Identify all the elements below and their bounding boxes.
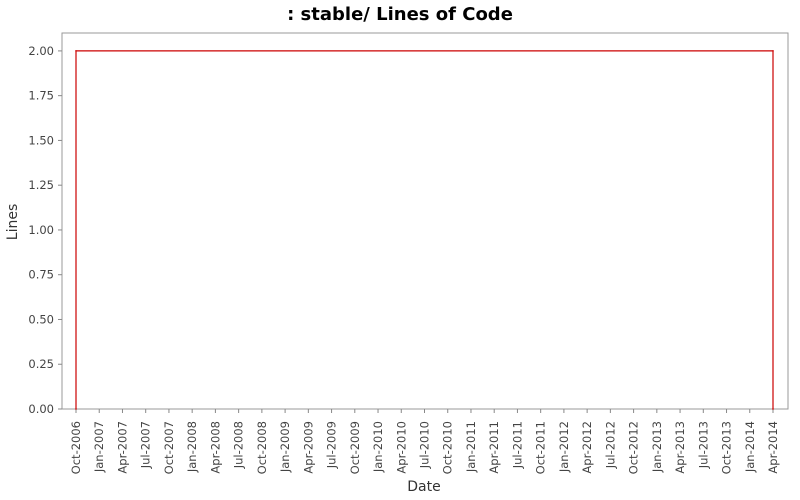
data-point xyxy=(75,50,77,52)
x-tick-label: Oct-2009 xyxy=(348,421,362,474)
y-tick-label: 1.75 xyxy=(28,89,54,103)
x-tick-label: Jan-2014 xyxy=(743,421,757,473)
x-tick-label: Apr-2013 xyxy=(673,421,687,474)
x-tick-label: Jan-2009 xyxy=(278,421,292,473)
x-axis: Oct-2006 Jan-2007 Apr-2007 Jul-2007 Oct-2007… xyxy=(69,409,780,474)
x-tick-label: Oct-2011 xyxy=(534,421,548,474)
chart-title: : stable/ Lines of Code xyxy=(287,4,513,25)
y-tick-label: 2.00 xyxy=(28,44,54,58)
x-tick-label: Jul-2013 xyxy=(696,421,710,469)
x-tick-label: Jul-2011 xyxy=(510,421,524,469)
x-tick-label: Apr-2012 xyxy=(580,421,594,474)
series-line xyxy=(75,50,774,409)
data-point xyxy=(75,408,77,410)
y-tick-label: 0.75 xyxy=(28,268,54,282)
x-tick-label: Oct-2013 xyxy=(720,421,734,474)
y-tick-label: 1.00 xyxy=(28,223,54,237)
data-point xyxy=(772,408,774,410)
x-tick-label: Jan-2007 xyxy=(92,421,106,473)
x-tick-label: Jan-2008 xyxy=(185,421,199,473)
x-tick-label: Jan-2010 xyxy=(371,421,385,473)
x-axis-label: Date xyxy=(407,479,440,495)
x-tick-label: Apr-2008 xyxy=(208,421,222,474)
plot-area xyxy=(61,32,789,410)
x-tick-label: Apr-2007 xyxy=(115,421,129,474)
x-tick-label: Jan-2011 xyxy=(464,421,478,473)
x-tick-label: Apr-2014 xyxy=(766,421,780,474)
x-tick-label: Jan-2012 xyxy=(557,421,571,473)
x-tick-label: Apr-2011 xyxy=(487,421,501,474)
x-tick-label: Apr-2010 xyxy=(394,421,408,474)
x-tick-label: Oct-2012 xyxy=(627,421,641,474)
x-tick-label: Jul-2007 xyxy=(139,421,153,469)
y-tick-label: 0.00 xyxy=(28,402,54,416)
x-tick-label: Oct-2010 xyxy=(441,421,455,474)
y-tick-label: 1.25 xyxy=(28,178,54,192)
series-layer xyxy=(75,50,774,410)
x-tick-label: Jul-2008 xyxy=(232,421,246,469)
x-tick-label: Oct-2007 xyxy=(162,421,176,474)
x-tick-label: Jul-2012 xyxy=(603,421,617,469)
x-tick-label: Jan-2013 xyxy=(650,421,664,473)
x-tick-label: Oct-2008 xyxy=(255,421,269,474)
x-tick-label: Oct-2006 xyxy=(69,421,83,474)
data-point xyxy=(772,50,774,52)
y-tick-label: 1.50 xyxy=(28,133,54,147)
x-tick-label: Jul-2009 xyxy=(325,421,339,469)
x-tick-label: Jul-2010 xyxy=(418,421,432,469)
y-axis-label: Lines xyxy=(5,204,21,240)
x-tick-label: Apr-2009 xyxy=(301,421,315,474)
y-axis: 0.00 0.25 0.50 0.75 1.00 1.25 1.50 1.75 2.00 xyxy=(28,44,62,416)
y-tick-label: 0.50 xyxy=(28,312,54,326)
y-tick-label: 0.25 xyxy=(28,357,54,371)
